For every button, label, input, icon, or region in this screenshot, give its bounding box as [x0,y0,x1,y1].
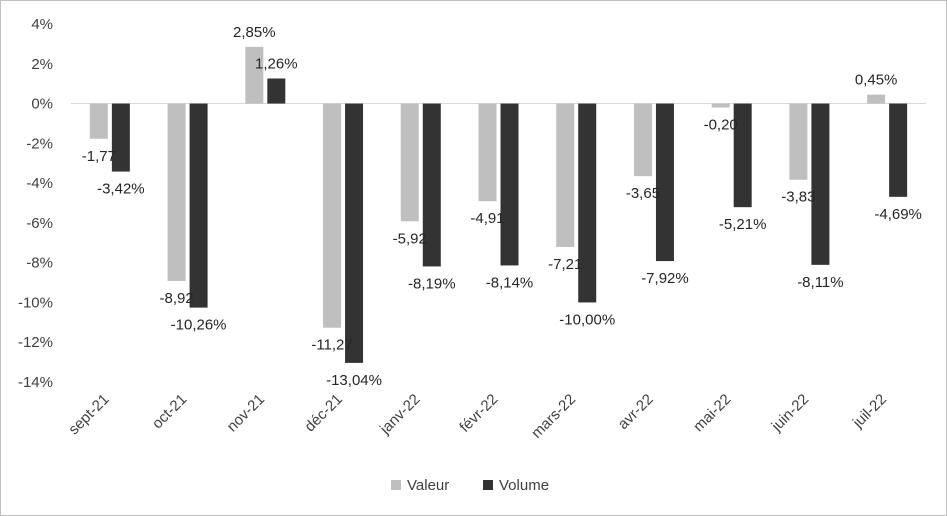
data-label-valeur: -1,77 [82,148,116,165]
x-tick-label: sept-21 [65,391,112,438]
legend-swatch-valeur [391,480,401,490]
y-tick-label: -4% [26,175,53,192]
x-tick-label: juin-22 [768,391,813,436]
y-tick-label: -6% [26,215,53,232]
data-label-valeur: -11,27 [311,337,352,354]
bar-valeur-janv-22 [400,103,419,222]
data-label-volume: -8,19% [408,275,456,292]
x-tick-label: déc-21 [301,391,345,435]
y-tick-label: -10% [18,294,53,311]
y-tick-label: -14% [18,374,53,391]
bar-volume-mai-22 [733,103,752,208]
data-label-valeur: -8,92 [159,290,193,307]
data-label-valeur: -3,83 [781,189,815,206]
legend-label-valeur: Valeur [407,477,449,494]
bar-volume-mars-22 [578,103,597,303]
data-label-valeur: -7,21 [548,256,582,273]
data-label-valeur: -4,91 [470,210,504,227]
data-label-valeur: 2,85% [233,24,276,41]
data-label-valeur: -5,92 [393,230,427,247]
y-tick-label: -8% [26,255,53,272]
data-label-valeur: -0,20 [704,117,738,134]
x-tick-label: févr-22 [456,391,501,436]
bar-valeur-mars-22 [556,103,575,247]
legend-swatch-volume [483,480,493,490]
x-tick-label: avr-22 [615,391,657,433]
x-tick-label: nov-21 [224,391,268,435]
y-tick-label: -12% [18,334,53,351]
data-label-volume: -3,42% [97,181,145,198]
bar-valeur-déc-21 [323,103,342,328]
x-tick-label: oct-21 [149,391,191,433]
data-label-valeur: -3,65 [626,185,660,202]
data-label-volume: -4,69% [874,206,922,223]
x-tick-label: juil-22 [849,391,890,432]
data-label-volume: -10,26% [171,317,227,334]
data-label-volume: -7,92% [641,270,689,287]
x-tick-label: janv-22 [376,391,424,439]
y-tick-label: 2% [31,56,53,73]
bar-valeur-avr-22 [633,103,652,177]
bar-valeur-nov-21 [245,46,264,104]
bar-volume-avr-22 [655,103,674,262]
bar-volume-sept-21 [111,103,130,172]
bar-valeur-juin-22 [789,103,808,180]
bar-valeur-févr-22 [478,103,497,202]
bar-volume-juil-22 [889,103,908,197]
y-tick-label: -2% [26,135,53,152]
x-axis: sept-21 oct-21 nov-21 déc-21 janv-22 févr-22 m… [65,391,890,442]
bar-volume-févr-22 [500,103,519,266]
data-labels: -1,77 -3,42% -8,92 -10,26% 2,85% 1,26% -11,27 -… [82,24,922,389]
legend: Valeur Volume [391,477,549,494]
bar-volume-oct-21 [189,103,208,308]
y-tick-label: 4% [31,16,53,33]
data-label-volume: -5,21% [719,216,767,233]
data-label-volume: -10,00% [559,311,615,328]
bar-valeur-sept-21 [89,103,108,139]
y-tick-label: 0% [31,96,53,113]
bar-volume-nov-21 [267,78,286,104]
data-label-volume: -8,14% [486,274,534,291]
bar-valeur-juil-22 [867,94,886,104]
data-label-volume: -8,11% [797,274,843,291]
bar-volume-janv-22 [422,103,441,267]
bars [89,46,908,363]
bar-volume-juin-22 [811,103,830,265]
x-tick-label: mai-22 [690,391,734,435]
bar-volume-déc-21 [345,103,364,363]
data-label-volume: 1,26% [255,55,298,72]
x-tick-label: mars-22 [528,391,579,442]
data-label-valeur: 0,45% [855,72,898,89]
bar-valeur-mai-22 [711,103,730,108]
y-axis: 4% 2% 0% -2% -4% -6% -8% -10% -12% -14% [18,16,53,391]
bar-valeur-oct-21 [167,103,186,281]
data-label-volume: -13,04% [326,372,382,389]
legend-label-volume: Volume [499,477,549,494]
